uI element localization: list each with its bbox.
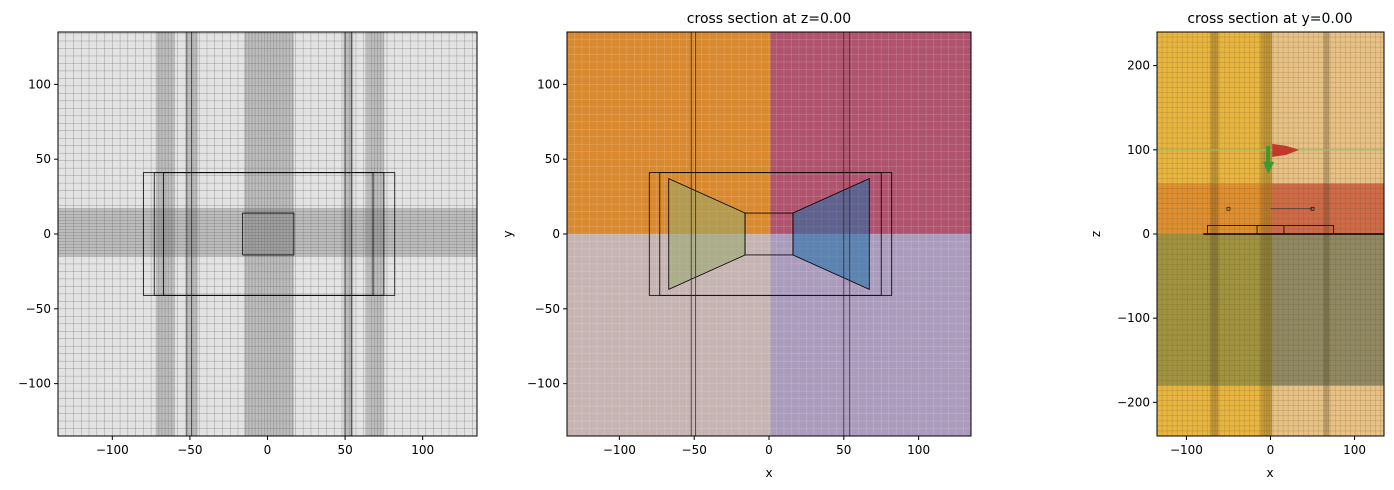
grid-y-tick-label: 0 xyxy=(43,227,51,241)
medium-region xyxy=(1157,234,1273,386)
structure-outline xyxy=(1256,225,1285,235)
grid-x-tick-label: 0 xyxy=(264,443,272,457)
grid-y-tick-label: 50 xyxy=(36,152,51,166)
y-section-x-ticks: −100 0 100 xyxy=(1170,436,1366,457)
z-section-y-tick-label: 50 xyxy=(545,152,560,166)
z-section-y-tick-label: 100 xyxy=(537,77,560,91)
structure-outline xyxy=(242,212,295,256)
y-section-y-tick-label: 200 xyxy=(1127,59,1150,73)
dense-mesh-band-x xyxy=(343,32,353,436)
grid-plot-area xyxy=(58,32,477,436)
grid-y-tick-label: −100 xyxy=(18,377,51,391)
z-section-x-tick-label: 0 xyxy=(765,443,773,457)
y-section-x-tick-label: 100 xyxy=(1343,443,1366,457)
y-section-ylabel: z xyxy=(1089,231,1103,237)
y-section-y-tick-label: −200 xyxy=(1117,395,1150,409)
grid-x-ticks: −100 −50 0 50 100 xyxy=(96,436,434,457)
z-section-y-tick-label: 0 xyxy=(552,227,560,241)
z-section-y-ticks: −100 −50 0 50 100 xyxy=(527,77,567,391)
z-section-xlabel: x xyxy=(765,466,772,480)
y-section-x-tick-label: 0 xyxy=(1267,443,1275,457)
z-section-y-tick-label: −100 xyxy=(527,377,560,391)
z-section-panel: cross section at z=0.00 −100 −50 0 50 100 −1… xyxy=(501,11,972,480)
grid-panel: −100 −50 0 50 100 −100 −50 0 50 100 xyxy=(18,31,478,457)
y-section-y-ticks: −200 −100 0 100 200 xyxy=(1117,59,1157,409)
z-section-x-tick-label: −100 xyxy=(603,443,636,457)
y-section-title: cross section at y=0.00 xyxy=(1187,11,1352,27)
structure-outline xyxy=(659,172,882,296)
probe-marker xyxy=(1310,206,1315,211)
y-section-panel: cross section at y=0.00 −100 0 100 −200 −10… xyxy=(1089,11,1385,480)
medium-region xyxy=(1272,234,1384,386)
y-section-y-tick-label: −100 xyxy=(1117,311,1150,325)
source-direction-arrow xyxy=(1272,143,1300,157)
y-section-plot-area xyxy=(1157,32,1384,436)
y-section-xlabel: x xyxy=(1266,466,1273,480)
polarization-arrow xyxy=(1263,145,1275,174)
z-section-title: cross section at z=0.00 xyxy=(687,11,851,27)
y-section-x-tick-label: −100 xyxy=(1170,443,1203,457)
grid-x-tick-label: 100 xyxy=(411,443,434,457)
z-section-y-tick-label: −50 xyxy=(535,302,560,316)
y-section-y-tick-label: 100 xyxy=(1127,143,1150,157)
grid-x-tick-label: −100 xyxy=(96,443,129,457)
z-section-ylabel: y xyxy=(501,230,515,237)
z-section-x-tick-label: 100 xyxy=(907,443,930,457)
dense-mesh-band-x xyxy=(186,32,198,436)
grid-y-ticks: −100 −50 0 50 100 xyxy=(18,77,58,391)
grid-y-tick-label: 100 xyxy=(28,77,51,91)
z-section-x-ticks: −100 −50 0 50 100 xyxy=(603,436,930,457)
medium-region xyxy=(770,234,971,436)
grid-y-tick-label: −50 xyxy=(26,302,51,316)
z-section-plot-area xyxy=(567,32,971,436)
structure-outline xyxy=(744,212,794,256)
grid-x-tick-label: −50 xyxy=(177,443,202,457)
z-section-x-tick-label: 50 xyxy=(836,443,851,457)
y-section-y-tick-label: 0 xyxy=(1142,227,1150,241)
probe-marker xyxy=(1226,206,1231,211)
medium-region xyxy=(770,32,971,234)
structure-outline xyxy=(163,172,374,296)
z-section-x-tick-label: −50 xyxy=(682,443,707,457)
grid-x-tick-label: 50 xyxy=(337,443,352,457)
